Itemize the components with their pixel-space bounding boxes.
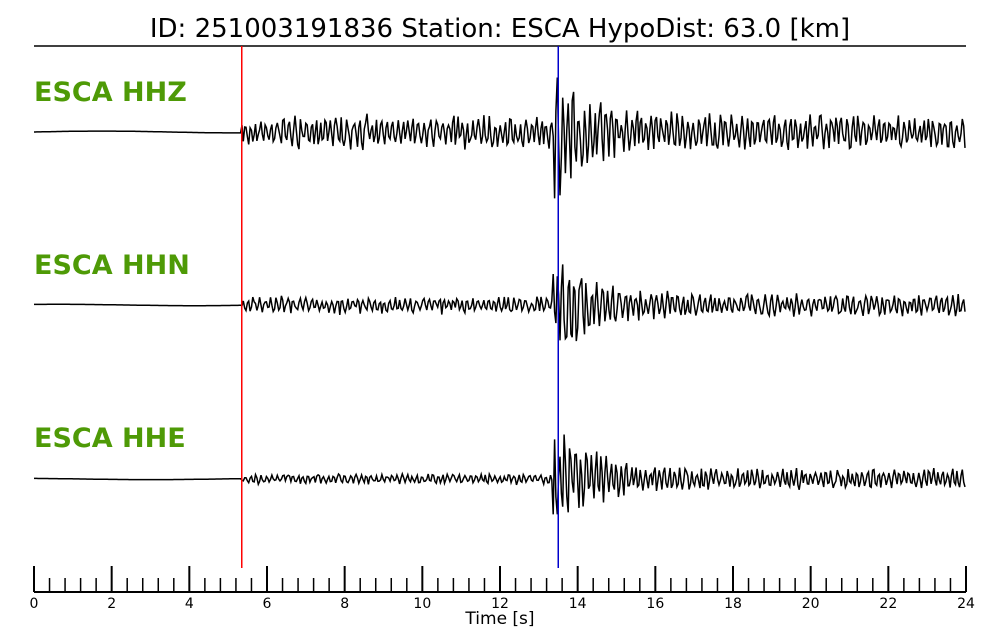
picks-group bbox=[241, 46, 559, 568]
x-tick-label: 10 bbox=[413, 596, 431, 612]
x-tick-label: 0 bbox=[30, 596, 39, 612]
trace-esca-hhz bbox=[34, 77, 966, 199]
channel-labels: ESCA HHZ ESCA HHN ESCA HHE bbox=[34, 77, 190, 454]
x-tick-label: 6 bbox=[263, 596, 272, 612]
time-axis-ticks: 0 2 4 6 8 10 12 14 16 18 20 22 24 bbox=[30, 566, 975, 612]
x-tick-label: 8 bbox=[340, 596, 349, 612]
x-tick-label: 4 bbox=[185, 596, 194, 612]
channel-label-hhn: ESCA HHN bbox=[34, 250, 190, 281]
channel-label-hhe: ESCA HHE bbox=[34, 423, 186, 454]
trace-esca-hhe bbox=[34, 434, 966, 515]
x-tick-label: 24 bbox=[957, 596, 975, 612]
x-tick-label: 16 bbox=[646, 596, 664, 612]
plot-title: ID: 251003191836 Station: ESCA HypoDist:… bbox=[150, 14, 850, 44]
x-tick-label: 18 bbox=[724, 596, 742, 612]
x-tick-label: 20 bbox=[802, 596, 820, 612]
traces-group bbox=[34, 77, 966, 515]
x-tick-label: 14 bbox=[569, 596, 587, 612]
x-tick-label: 12 bbox=[491, 596, 509, 612]
x-axis-label: Time [s] bbox=[464, 609, 534, 629]
x-tick-label: 22 bbox=[879, 596, 897, 612]
channel-label-hhz: ESCA HHZ bbox=[34, 77, 187, 108]
trace-esca-hhn bbox=[34, 264, 966, 342]
x-tick-label: 2 bbox=[107, 596, 116, 612]
time-axis: 0 2 4 6 8 10 12 14 16 18 20 22 24 bbox=[30, 566, 975, 612]
